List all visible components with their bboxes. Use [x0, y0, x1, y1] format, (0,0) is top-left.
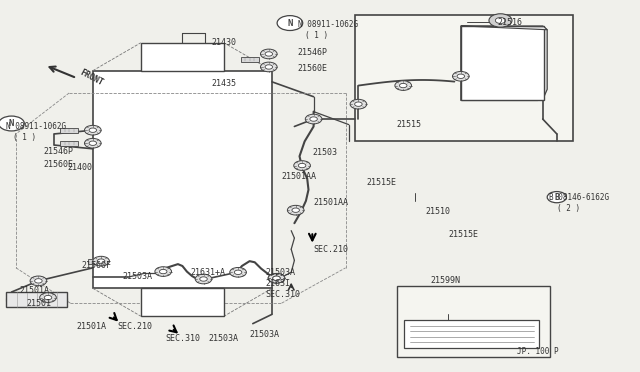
Text: 21515E: 21515E	[448, 230, 478, 239]
Bar	[241, 57, 259, 62]
Circle shape	[200, 277, 207, 281]
Text: 21503: 21503	[312, 148, 337, 157]
Circle shape	[268, 273, 285, 283]
Text: 21430: 21430	[211, 38, 236, 47]
Text: 21501AA: 21501AA	[314, 198, 349, 207]
Circle shape	[40, 293, 56, 302]
Circle shape	[35, 279, 42, 283]
Bar	[404, 320, 539, 348]
Text: 21546P: 21546P	[298, 48, 328, 57]
Circle shape	[495, 17, 506, 23]
Circle shape	[305, 114, 322, 124]
Text: 21501: 21501	[27, 299, 52, 308]
Text: ( 2 ): ( 2 )	[557, 204, 580, 213]
Circle shape	[159, 269, 167, 274]
Text: 21515: 21515	[397, 120, 422, 129]
Circle shape	[234, 270, 242, 275]
Text: 21546P: 21546P	[44, 147, 74, 156]
Circle shape	[268, 273, 285, 283]
Bar	[88, 259, 106, 263]
Circle shape	[399, 83, 407, 88]
Text: N 08911-1062G: N 08911-1062G	[298, 20, 358, 29]
Text: 21631+A: 21631+A	[191, 268, 226, 277]
Bar	[60, 141, 78, 145]
Circle shape	[260, 62, 277, 72]
Text: 21503A: 21503A	[208, 334, 238, 343]
Text: 21400: 21400	[68, 163, 93, 172]
Text: SEC.210: SEC.210	[117, 322, 152, 331]
Circle shape	[452, 71, 469, 81]
Circle shape	[273, 276, 280, 280]
Circle shape	[0, 116, 24, 131]
Text: 21503A: 21503A	[250, 330, 280, 339]
Circle shape	[350, 99, 367, 109]
Bar	[6, 292, 67, 307]
Bar	[141, 288, 224, 316]
Text: N: N	[9, 119, 14, 128]
Text: 21599N: 21599N	[431, 276, 461, 285]
Circle shape	[195, 274, 212, 284]
Text: B: B	[554, 193, 559, 202]
Text: 21560F: 21560F	[82, 262, 112, 270]
Circle shape	[277, 16, 303, 31]
Circle shape	[93, 256, 109, 266]
Circle shape	[265, 65, 273, 69]
Circle shape	[273, 276, 280, 280]
Text: B 08146-6162G: B 08146-6162G	[549, 193, 609, 202]
Circle shape	[89, 128, 97, 132]
Circle shape	[265, 52, 273, 56]
Text: 2163I: 2163I	[266, 279, 291, 288]
Text: SEC.210: SEC.210	[314, 245, 349, 254]
Text: 21516: 21516	[498, 18, 523, 27]
Bar	[60, 128, 78, 132]
Bar	[93, 71, 272, 288]
Circle shape	[489, 14, 512, 27]
Text: ( 1 ): ( 1 )	[13, 133, 36, 142]
Circle shape	[457, 74, 465, 78]
Text: ( 1 ): ( 1 )	[305, 31, 328, 40]
Circle shape	[230, 267, 246, 277]
Text: SEC.310: SEC.310	[266, 290, 301, 299]
Bar	[355, 15, 573, 141]
Text: 21503A: 21503A	[123, 272, 153, 280]
Circle shape	[30, 276, 47, 286]
Text: 21560E: 21560E	[298, 64, 328, 73]
Polygon shape	[461, 26, 547, 30]
Text: FRONT: FRONT	[78, 68, 104, 88]
Circle shape	[310, 117, 317, 121]
Circle shape	[84, 125, 101, 135]
Circle shape	[260, 49, 277, 59]
Text: 21501A: 21501A	[19, 286, 49, 295]
Bar	[141, 43, 224, 71]
Circle shape	[292, 208, 300, 212]
Circle shape	[298, 163, 306, 168]
Text: 21501A: 21501A	[77, 322, 107, 331]
Circle shape	[395, 81, 412, 90]
Bar	[461, 26, 544, 100]
Text: 21515E: 21515E	[366, 178, 396, 187]
Circle shape	[89, 141, 97, 145]
Circle shape	[355, 102, 362, 106]
Circle shape	[44, 295, 52, 300]
Circle shape	[287, 205, 304, 215]
Bar	[397, 286, 550, 357]
Circle shape	[155, 267, 172, 276]
Text: 21560E: 21560E	[44, 160, 74, 169]
Text: 21510: 21510	[426, 207, 451, 216]
Text: JP. 100 P: JP. 100 P	[517, 347, 559, 356]
Circle shape	[97, 259, 105, 263]
Text: SEC.310: SEC.310	[165, 334, 200, 343]
Circle shape	[294, 161, 310, 170]
Text: 21503A: 21503A	[266, 268, 296, 277]
Circle shape	[84, 138, 101, 148]
Text: N 08911-1062G: N 08911-1062G	[6, 122, 67, 131]
Text: 21501AA: 21501AA	[282, 172, 317, 181]
Text: N: N	[287, 19, 292, 28]
Circle shape	[547, 192, 566, 203]
Text: 21435: 21435	[211, 79, 236, 88]
Polygon shape	[461, 26, 547, 100]
